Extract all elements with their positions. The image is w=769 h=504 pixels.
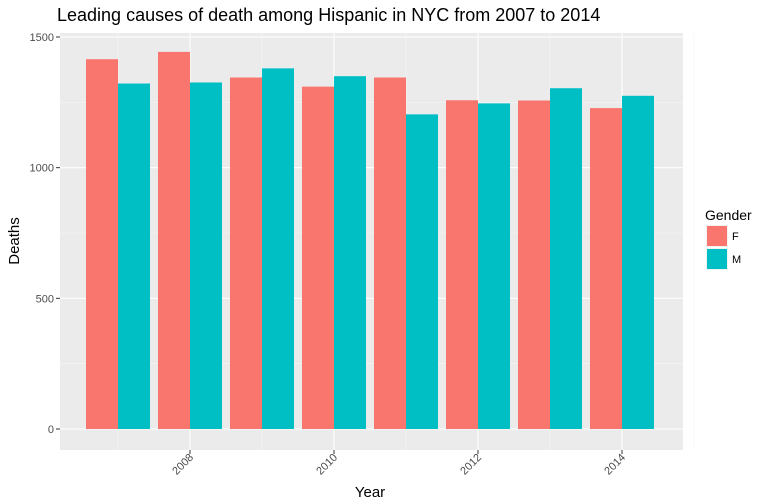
y-tick-label: 500 xyxy=(36,293,54,305)
legend-swatch-F xyxy=(707,226,727,246)
legend-label-M: M xyxy=(732,254,741,266)
bar-M-2012 xyxy=(478,103,510,430)
x-axis-title: Year xyxy=(355,484,385,501)
bar-M-2009 xyxy=(262,68,294,430)
legend: Gender FM xyxy=(705,207,752,270)
y-tick-label: 1500 xyxy=(30,32,54,44)
bar-F-2010 xyxy=(302,86,334,430)
bar-M-2008 xyxy=(190,82,222,430)
bar-M-2011 xyxy=(406,114,438,429)
x-tick-label: 2014 xyxy=(602,452,628,478)
y-axis-title: Deaths xyxy=(6,217,23,265)
x-tick-label: 2008 xyxy=(170,452,196,478)
legend-label-F: F xyxy=(732,231,739,243)
x-tick-label: 2012 xyxy=(458,452,484,478)
legend-title: Gender xyxy=(705,207,752,223)
bar-F-2011 xyxy=(374,77,406,430)
bars xyxy=(86,51,654,430)
bar-F-2013 xyxy=(518,100,550,429)
bar-M-2010 xyxy=(334,76,366,429)
x-tick-label: 2010 xyxy=(314,452,340,478)
bar-M-2014 xyxy=(622,95,654,430)
bar-M-2013 xyxy=(550,88,582,429)
y-tick-label: 0 xyxy=(48,424,54,436)
bar-F-2009 xyxy=(230,77,262,430)
bar-F-2012 xyxy=(446,100,478,429)
legend-swatch-M xyxy=(707,249,727,269)
bar-F-2014 xyxy=(590,108,622,429)
y-tick-label: 1000 xyxy=(30,163,54,175)
plot-panel xyxy=(60,33,683,450)
chart-title: Leading causes of death among Hispanic i… xyxy=(57,5,600,25)
bar-M-2007 xyxy=(118,83,150,429)
bar-F-2007 xyxy=(86,59,118,430)
bar-F-2008 xyxy=(158,51,190,430)
